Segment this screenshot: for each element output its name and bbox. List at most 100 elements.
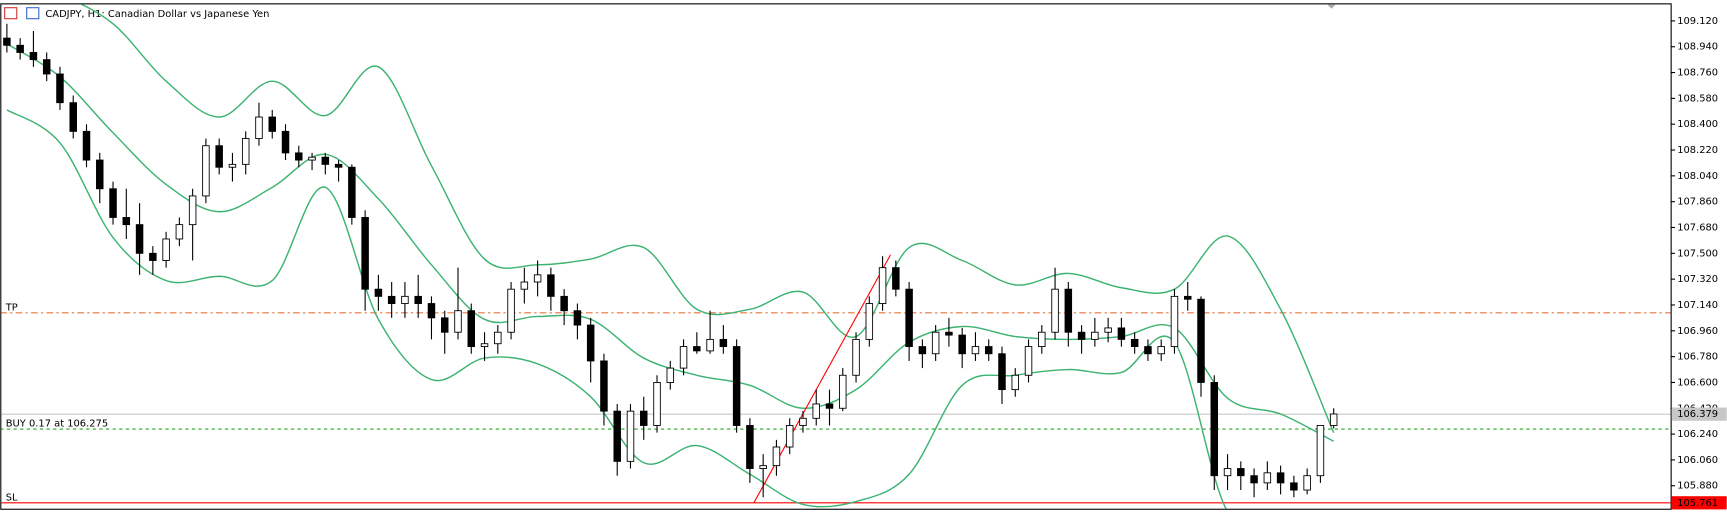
candle-body [82, 130, 91, 161]
level-price-box [1671, 496, 1727, 510]
candle-body [480, 343, 489, 348]
candle-body [746, 425, 754, 469]
current-price-label: 106.379 [1677, 409, 1718, 420]
candle-body [706, 338, 714, 352]
candle-body [162, 238, 170, 261]
toolbar-icon[interactable] [26, 7, 40, 20]
candle-body [149, 252, 157, 261]
candle-body [812, 403, 820, 419]
candle-body [255, 116, 263, 139]
candle-body [666, 367, 675, 383]
y-tick-label: 108.220 [1677, 145, 1718, 156]
shift-marker [1327, 4, 1336, 9]
candle-body [414, 295, 422, 304]
candle-body [679, 346, 688, 369]
candle-body [600, 360, 608, 412]
toolbar-icon[interactable] [4, 7, 18, 20]
candle-body [852, 338, 860, 376]
candle-body [1130, 338, 1139, 348]
level-label: TP [5, 302, 18, 313]
candle-body [759, 465, 767, 469]
candle-body [1183, 295, 1192, 300]
candle-body [427, 303, 436, 319]
candle-body [454, 310, 462, 333]
candle-body [839, 374, 847, 409]
candle-body [334, 163, 343, 168]
candle-body [1077, 331, 1086, 340]
candle-body [626, 410, 635, 462]
candle-body [1157, 346, 1165, 355]
candle-body [1290, 482, 1298, 491]
candle-body [69, 102, 77, 132]
y-tick-label: 108.580 [1677, 93, 1718, 104]
candle-body [308, 156, 316, 161]
candle-body [1276, 472, 1285, 484]
current-price-box [1671, 407, 1727, 421]
y-tick-label: 107.140 [1677, 300, 1718, 311]
candle-body [122, 217, 131, 226]
y-tick-label: 109.120 [1677, 16, 1718, 27]
candle-body [401, 295, 409, 304]
y-tick-label: 106.060 [1677, 455, 1718, 466]
candle-body [772, 446, 781, 467]
candle-body [1011, 374, 1019, 391]
y-tick-label: 108.760 [1677, 68, 1718, 79]
candle-body [520, 281, 529, 290]
candle-body [1038, 331, 1046, 348]
y-tick-label: 107.680 [1677, 222, 1718, 233]
plot-frame [0, 3, 1672, 510]
candle-body [640, 410, 648, 426]
y-tick-label: 108.940 [1677, 42, 1718, 53]
candle-body [1064, 288, 1073, 333]
candle-body [1197, 298, 1205, 383]
price-axis: 109.120 108.940 108.760 108.580 108.400 108.2… [1670, 16, 1718, 492]
candle-body [281, 130, 290, 154]
candle-body [507, 288, 515, 333]
candle-body [1210, 382, 1219, 477]
candle-body [693, 346, 701, 352]
candle-body [1223, 468, 1232, 477]
candle-body [878, 267, 887, 304]
y-tick-label: 106.960 [1677, 326, 1718, 337]
plot-area [1, 4, 1671, 509]
candle-body [494, 331, 502, 345]
candle-body [321, 156, 330, 165]
y-tick-label: 106.780 [1677, 352, 1718, 363]
candle-body [971, 346, 980, 355]
y-tick-label: 107.320 [1677, 274, 1718, 285]
y-tick-label: 107.860 [1677, 197, 1718, 208]
candle-body [825, 403, 834, 409]
candle-body [96, 159, 104, 190]
level-label: BUY 0.17 at 106.275 [6, 419, 108, 430]
candle-body [918, 346, 927, 355]
candle-body [547, 274, 555, 297]
candle-body [719, 338, 728, 348]
candle-body [135, 224, 144, 254]
y-tick-label: 106.600 [1677, 377, 1718, 388]
candle-body [1316, 425, 1325, 477]
y-tick-label: 108.040 [1677, 171, 1718, 182]
candle-body [29, 52, 38, 61]
candle-body [945, 331, 953, 336]
candle-body [865, 303, 874, 340]
candle-body [958, 334, 966, 355]
y-tick-label: 106.240 [1677, 429, 1718, 440]
chart-title: CADJPY, H1: Canadian Dollar vs Japanese … [45, 9, 269, 20]
candle-body [785, 425, 794, 448]
candle-body [560, 295, 568, 312]
candle-body [984, 346, 993, 355]
bollinger-band [6, 109, 1227, 509]
candle-body [387, 295, 396, 304]
candle-body [799, 417, 807, 426]
y-tick-label: 107.500 [1677, 248, 1718, 259]
candle-body [1024, 346, 1033, 376]
candle-body [586, 324, 595, 362]
candle-body [653, 382, 661, 426]
candle-body [1117, 327, 1126, 340]
candle-body [215, 145, 223, 168]
candle-body [732, 346, 741, 426]
candle-body [295, 152, 303, 161]
candle-body [1263, 472, 1272, 484]
